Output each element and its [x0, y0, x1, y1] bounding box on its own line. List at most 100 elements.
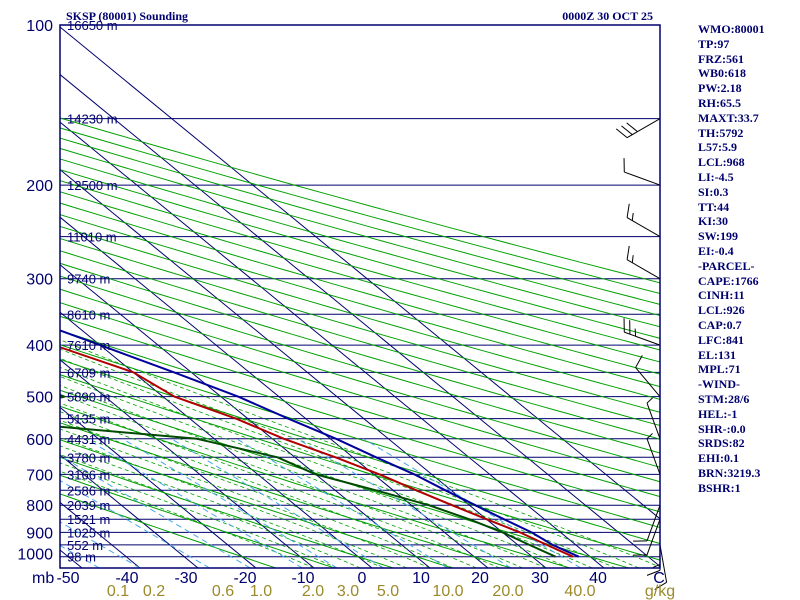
- mixing-ratio-label: 3.0: [337, 583, 359, 600]
- temperature-tick-label: -10: [291, 570, 314, 587]
- mixing-ratio-line: [122, 438, 338, 568]
- temperature-tick-label: 40: [589, 570, 607, 587]
- height-label: 12500 m: [67, 178, 118, 193]
- wind-barb-flag: [654, 581, 667, 590]
- isotherm-line: [60, 26, 660, 520]
- wind-barb: [646, 397, 661, 439]
- height-label: 5135 m: [67, 412, 110, 427]
- wind-barb-staff: [626, 217, 661, 238]
- wind-barb-staff: [646, 402, 661, 439]
- background-grid: [60, 25, 660, 568]
- dry-adiabat: [60, 405, 571, 568]
- pressure-label: 700: [26, 467, 53, 484]
- dry-adiabat: [60, 275, 660, 454]
- mixing-ratio-line: [60, 544, 100, 568]
- isotherm-line: [60, 216, 489, 568]
- index-entry: SRDS:82: [698, 436, 745, 451]
- moist-adiabat: [60, 367, 593, 568]
- wind-barb-staff: [624, 171, 661, 186]
- dry-adiabat: [60, 147, 660, 317]
- wind-barb-flag: [626, 203, 630, 218]
- wind-barb: [615, 118, 661, 139]
- wind-barb-staff: [626, 118, 661, 139]
- index-entry: TH:5792: [698, 125, 744, 140]
- temperature-tick-label: 0: [358, 570, 367, 587]
- dry-adiabat: [60, 315, 660, 498]
- pressure-label: 500: [26, 390, 53, 407]
- wind-barb-flag: [646, 433, 653, 440]
- dry-adiabat: [60, 169, 660, 339]
- index-entry: SI:0.3: [698, 184, 729, 199]
- pressure-label: 100: [26, 18, 53, 35]
- index-entry: WB0:618: [698, 66, 746, 81]
- height-label: 7610 m: [67, 338, 110, 353]
- index-entry: -PARCEL-: [698, 258, 755, 273]
- mixing-ratio-line: [297, 438, 512, 568]
- moist-adiabat: [60, 339, 660, 568]
- dry-adiabat: [60, 344, 660, 529]
- index-entry: BRN:3219.3: [698, 465, 761, 480]
- height-label: 5890 m: [67, 390, 110, 405]
- dry-adiabat: [60, 158, 660, 328]
- index-entry: EI:-0.4: [698, 243, 734, 258]
- index-entry: L57:5.9: [698, 140, 737, 155]
- mixing-ratio-line: [60, 521, 141, 568]
- index-entry: LCL:926: [698, 303, 745, 318]
- wind-barb: [623, 158, 661, 186]
- index-entry: LFC:841: [698, 332, 744, 347]
- dry-adiabat: [60, 180, 660, 351]
- temperature-tick-label: 10: [412, 570, 430, 587]
- wind-barb-flag: [626, 245, 630, 260]
- height-label: 14230 m: [67, 112, 118, 127]
- index-entry: STM:28/6: [698, 391, 750, 406]
- moist-adiabat: [60, 384, 547, 568]
- dry-adiabat: [60, 214, 660, 388]
- wind-barb-flag: [631, 255, 634, 263]
- dry-adiabat: [60, 374, 660, 561]
- dry-adiabat: [60, 359, 660, 545]
- temperature-tick-label: -30: [174, 570, 197, 587]
- index-entry: CAP:0.7: [698, 317, 742, 332]
- index-entry: BSHR:1: [698, 480, 741, 495]
- height-label: 16650 m: [67, 18, 118, 33]
- temperature-tick-label: -50: [56, 570, 79, 587]
- wind-barb-flag: [646, 397, 653, 404]
- dry-adiabat: [60, 493, 276, 568]
- moist-adiabat: [60, 376, 570, 568]
- index-entry: LCL:968: [698, 155, 745, 170]
- wind-barb-flag: [646, 569, 661, 576]
- index-entry: MPL:71: [698, 362, 741, 377]
- wind-barb: [623, 318, 661, 346]
- height-label: 552 m: [67, 538, 103, 553]
- index-entry: RH:65.5: [698, 95, 741, 110]
- temperature-tick-label: -40: [115, 570, 138, 587]
- index-entry: EL:131: [698, 347, 737, 362]
- sounding-traces: [60, 329, 580, 558]
- height-label: 2586 m: [67, 483, 110, 498]
- height-label: 1521 m: [67, 512, 110, 527]
- wind-barb-flag: [652, 563, 661, 568]
- height-label: 4431 m: [67, 432, 110, 447]
- moist-adiabat: [60, 348, 639, 568]
- wind-barb-flag: [626, 122, 638, 133]
- dewpoint-trace: [60, 394, 556, 558]
- index-entry: SW:199: [698, 229, 739, 244]
- parcel-trace: [60, 329, 580, 558]
- mixing-ratio-line: [60, 455, 251, 568]
- isotherm-line: [60, 359, 315, 568]
- mixing-ratio-label: g/kg: [645, 583, 675, 600]
- height-label: 3166 m: [67, 467, 110, 482]
- pressure-label: 200: [26, 178, 53, 195]
- mixing-ratio-line: [171, 438, 384, 568]
- wind-barb: [646, 433, 661, 475]
- mixing-ratio-label: 0.6: [212, 583, 234, 600]
- moist-adiabat: [60, 445, 384, 568]
- dry-adiabat: [60, 439, 453, 568]
- moist-adiabat: [60, 437, 407, 568]
- temperature-trace: [60, 346, 574, 558]
- mixing-ratio-label: 40.0: [564, 583, 595, 600]
- mixing-ratio-line: [60, 479, 210, 568]
- isotherm-line: [60, 454, 199, 568]
- mixing-ratio-label: 10.0: [432, 583, 463, 600]
